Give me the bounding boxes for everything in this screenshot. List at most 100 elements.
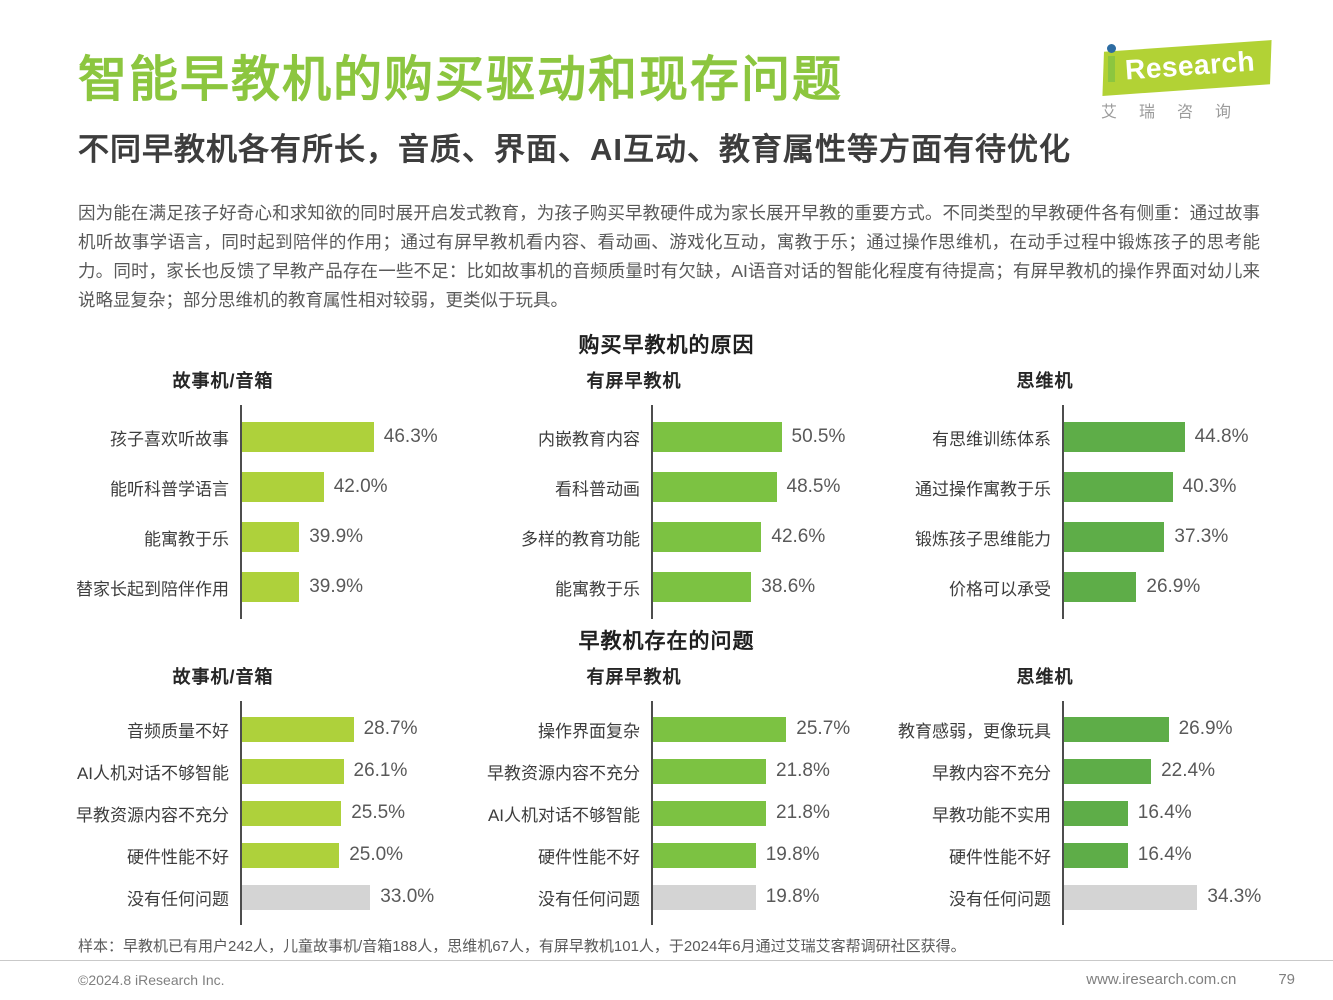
bar-label: 内嵌教育内容 [538,429,640,449]
bar [1064,472,1173,503]
bar [242,422,374,453]
bar-label: 早教资源内容不充分 [76,805,229,825]
group-body: 孩子喜欢听故事 能听科普学语言 能寓教于乐 替家长起到陪伴作用 46.3% 42.0% 39… [60,405,471,620]
sample-note: 样本：早教机已有用户242人，儿童故事机/音箱188人，思维机67人，有屏早教机… [78,938,966,956]
chart-group: 思维机 教育感弱，更像玩具 早教内容不充分 早教功能不实用 硬件性能不好 没有任何问题 26… [882,663,1293,926]
group-body: 教育感弱，更像玩具 早教内容不充分 早教功能不实用 硬件性能不好 没有任何问题 26.9%… [882,701,1293,926]
chart-title: 早教机存在的问题 [578,630,755,654]
group-header: 思维机 [1016,667,1074,688]
bar-area: 25.7% 21.8% 21.8% 19.8% 19.8% [651,701,882,926]
bar [242,716,354,742]
bar-value: 25.5% [351,802,406,824]
bar-value: 19.8% [765,886,820,908]
bar-row: 39.9% [242,512,471,562]
bar-row: 44.8% [1064,412,1293,462]
bar-label: 通过操作寓教于乐 [915,479,1051,499]
category-labels: 有思维训练体系 通过操作寓教于乐 锻炼孩子思维能力 价格可以承受 [882,405,1062,619]
bar [242,842,340,868]
bar-label: 硬件性能不好 [949,847,1051,867]
bar-row: 26.9% [1064,708,1293,750]
bar-label: 能寓教于乐 [555,579,640,599]
bar-value: 34.3% [1207,886,1262,908]
bar-value: 16.4% [1137,802,1192,824]
bar-value: 21.8% [776,760,830,782]
bar-value: 37.3% [1174,526,1229,548]
footer-copyright: ©2024.8 iResearch Inc. [78,971,225,988]
bar [653,472,777,503]
bar-area: 50.5% 48.5% 42.6% 38.6% [651,405,882,620]
bar [1064,522,1165,553]
bar-row: 26.1% [242,750,471,792]
bar-label: 替家长起到陪伴作用 [76,579,229,599]
bar [1064,758,1152,784]
page-title: 智能早教机的购买驱动和现存问题 [78,53,844,107]
bar-row: 21.8% [653,792,882,834]
bar-value: 26.9% [1178,718,1233,740]
bar-value: 25.0% [349,844,404,866]
page-header: 智能早教机的购买驱动和现存问题 不同早教机各有所长，音质、界面、AI互动、教育属… [0,0,1333,315]
bar-area: 28.7% 26.1% 25.5% 25.0% 33.0% [240,701,471,926]
bar-label: 有思维训练体系 [932,429,1051,449]
bar-label: 没有任何问题 [127,889,229,909]
bar-row: 28.7% [242,708,471,750]
bar-value: 39.9% [309,526,364,548]
bar-label: 没有任何问题 [538,889,640,909]
group-header: 故事机/音箱 [172,371,274,392]
bar [1064,800,1128,826]
group-body: 有思维训练体系 通过操作寓教于乐 锻炼孩子思维能力 价格可以承受 44.8% 40.3% 3… [882,405,1293,620]
chart-section-problems: 早教机存在的问题 故事机/音箱 音频质量不好 AI人机对话不够智能 早教资源内容不充分… [0,625,1333,926]
bar [1064,716,1169,742]
bar-value: 19.8% [765,844,820,866]
bar [242,884,371,910]
bar-value: 39.9% [309,576,364,598]
bar [242,758,344,784]
bar-row: 25.0% [242,834,471,876]
bar [653,800,766,826]
bar [1064,842,1128,868]
bar [653,522,762,553]
bar-row: 26.9% [1064,562,1293,612]
bar-row: 34.3% [1064,876,1293,918]
bar-value: 42.0% [333,476,388,498]
bar-row: 21.8% [653,750,882,792]
logo-i-dot-icon [1107,44,1116,53]
bar-row: 39.9% [242,562,471,612]
bar [653,842,756,868]
bar-row: 37.3% [1064,512,1293,562]
bar-label: 音频质量不好 [127,721,229,741]
bar-value: 28.7% [363,718,418,740]
bar-area: 44.8% 40.3% 37.3% 26.9% [1062,405,1293,620]
bar-label: 孩子喜欢听故事 [110,429,229,449]
bar-label: AI人机对话不够智能 [487,805,640,825]
bar [653,884,756,910]
bar-label: 硬件性能不好 [127,847,229,867]
bar-label: 能寓教于乐 [144,529,229,549]
bar [1064,422,1185,453]
bar-row: 25.7% [653,708,882,750]
bar-label: 硬件性能不好 [538,847,640,867]
category-labels: 音频质量不好 AI人机对话不够智能 早教资源内容不充分 硬件性能不好 没有任何问题 [60,701,240,925]
chart-groups: 故事机/音箱 音频质量不好 AI人机对话不够智能 早教资源内容不充分 硬件性能不好 没有任… [0,663,1333,926]
bar-value: 26.1% [353,760,408,782]
intro-paragraph: 因为能在满足孩子好奇心和求知欲的同时展开启发式教育，为孩子购买早教硬件成为家长展… [78,203,1260,311]
bar-row: 19.8% [653,876,882,918]
bar [242,472,324,503]
category-labels: 操作界面复杂早教资源内容不充分 AI人机对话不够智能硬件性能不好 没有任何问题 [471,701,651,925]
bar-value: 38.6% [761,576,816,598]
bar [653,572,752,603]
group-body: 操作界面复杂早教资源内容不充分 AI人机对话不够智能硬件性能不好 没有任何问题 25.… [471,701,882,926]
group-body: 音频质量不好 AI人机对话不够智能 早教资源内容不充分 硬件性能不好 没有任何问题 28.… [60,701,471,926]
bar-label: 操作界面复杂 [538,721,640,741]
bar-row: 42.0% [242,462,471,512]
chart-group: 有屏早教机内嵌教育内容 看科普动画 多样的教育功能 能寓教于乐 50.5% 48.5% 42… [471,367,882,620]
bar-label: 早教内容不充分 [932,763,1051,783]
bar-value: 16.4% [1137,844,1192,866]
bar-label: 早教资源内容不充分 [487,763,640,783]
group-body: 内嵌教育内容 看科普动画 多样的教育功能 能寓教于乐 50.5% 48.5% 42.6% 38… [471,405,882,620]
bar-area: 46.3% 42.0% 39.9% 39.9% [240,405,471,620]
bar-label: 早教功能不实用 [932,805,1051,825]
group-header: 有屏早教机 [586,371,682,392]
bar [242,572,300,603]
category-labels: 孩子喜欢听故事 能听科普学语言 能寓教于乐 替家长起到陪伴作用 [60,405,240,619]
